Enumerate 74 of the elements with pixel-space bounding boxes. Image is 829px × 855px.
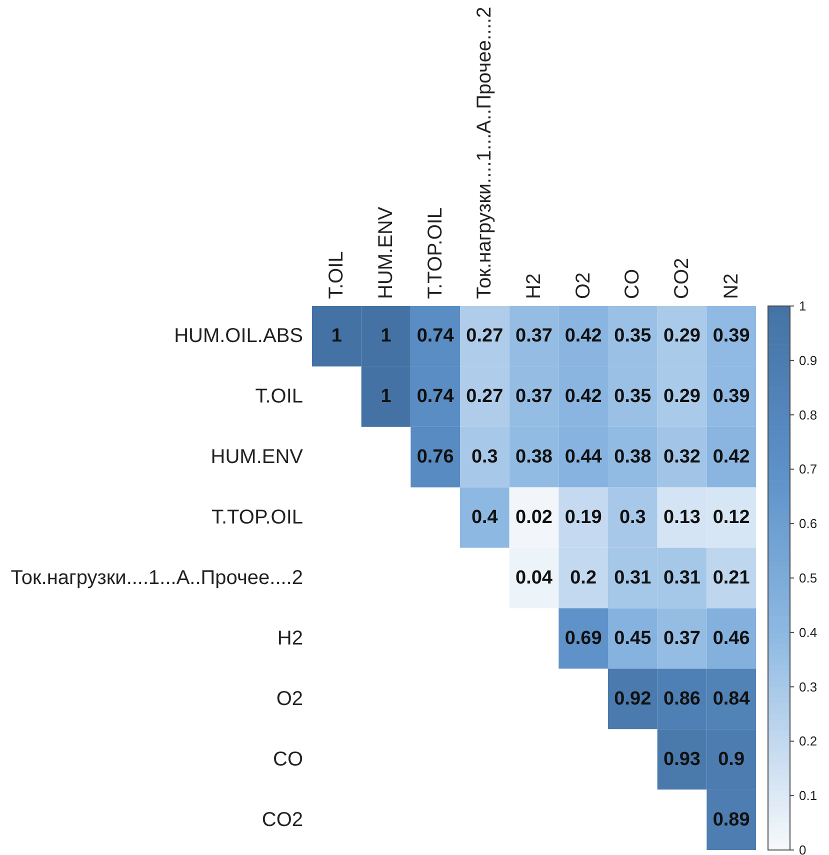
y-tick-label: CO2 xyxy=(262,808,303,831)
y-tick-label: T.TOP.OIL xyxy=(211,506,303,529)
data-label: 0.04 xyxy=(516,568,553,588)
x-tick-label: CO xyxy=(622,269,644,299)
data-label: 0.27 xyxy=(466,386,504,408)
data-label: 0.3 xyxy=(471,446,498,468)
x-tick-label: T.TOP.OIL xyxy=(424,207,446,299)
y-tick-label: HUM.OIL.ABS xyxy=(174,325,303,348)
data-label: 0.89 xyxy=(712,809,750,830)
data-label: 0.38 xyxy=(516,446,552,468)
y-tick-label: HUM.ENV xyxy=(210,446,304,468)
data-label: 0.21 xyxy=(712,568,750,588)
color-bar-label: 0.2 xyxy=(799,734,818,749)
color-bar-label: 0.8 xyxy=(799,407,818,422)
data-label: 0.27 xyxy=(466,326,504,347)
data-label: 0.84 xyxy=(712,688,750,710)
color-bar-label: 0.3 xyxy=(799,679,818,694)
color-bar-label: 0.5 xyxy=(799,570,818,586)
data-label: 0.37 xyxy=(516,326,552,347)
data-label: 0.42 xyxy=(712,446,750,468)
y-tick-label: CO xyxy=(273,748,303,770)
data-label: 0.42 xyxy=(564,326,602,347)
x-tick-label: N2 xyxy=(720,273,742,299)
color-bar-label: 0.9 xyxy=(799,352,818,368)
data-label: 0.3 xyxy=(619,507,646,528)
data-label: 0.4 xyxy=(471,507,498,528)
data-label: 0.39 xyxy=(712,326,750,347)
x-tick-label: HUM.ENV xyxy=(375,206,397,299)
data-label: 0.13 xyxy=(664,507,700,528)
data-label: 0.44 xyxy=(564,446,602,468)
data-label: 0.38 xyxy=(614,446,652,468)
color-bar-label: 0 xyxy=(799,842,806,855)
data-label: 0.19 xyxy=(564,507,602,528)
data-label: 0.31 xyxy=(614,568,652,588)
data-label: 0.35 xyxy=(614,386,652,408)
x-tick-label: H2 xyxy=(523,273,545,299)
x-tick-label: O2 xyxy=(572,272,594,299)
data-label: 0.02 xyxy=(516,507,552,528)
data-label: 0.42 xyxy=(564,386,602,408)
data-label: 0.46 xyxy=(712,628,750,649)
color-bar-label: 1 xyxy=(799,298,806,314)
color-bar-label: 0.6 xyxy=(799,516,818,532)
x-tick-label: Ток.нагрузки....1...А..Прочее....2 xyxy=(474,6,496,299)
data-label: 0.12 xyxy=(712,507,750,528)
data-label: 0.86 xyxy=(664,688,700,710)
data-label: 0.74 xyxy=(416,326,454,347)
data-label: 0.32 xyxy=(664,446,700,468)
data-label: 0.29 xyxy=(664,326,700,347)
y-tick-label: O2 xyxy=(276,688,303,710)
x-tick-label: T.OIL xyxy=(326,251,348,299)
data-label: 0.69 xyxy=(564,628,602,649)
data-label: 0.37 xyxy=(516,386,552,408)
color-bar-label: 0.7 xyxy=(799,462,818,477)
y-tick-label: T.OIL xyxy=(255,386,303,408)
y-tick-label: Ток.нагрузки....1...А..Прочее....2 xyxy=(10,567,303,589)
data-label: 0.9 xyxy=(718,748,745,770)
data-label: 0.92 xyxy=(614,688,652,710)
data-label: 0.35 xyxy=(614,326,652,347)
color-bar-label: 0.4 xyxy=(799,624,818,640)
color-bar-label: 0.1 xyxy=(799,788,818,804)
data-label: 0.76 xyxy=(416,446,454,468)
data-label: 0.39 xyxy=(712,386,750,408)
data-label: 0.45 xyxy=(614,628,652,649)
data-label: 0.37 xyxy=(664,628,700,649)
data-label: 1 xyxy=(380,326,392,347)
data-label: 1 xyxy=(331,326,342,347)
y-tick-label: H2 xyxy=(277,627,303,650)
data-label: 0.74 xyxy=(416,386,454,408)
data-label: 0.93 xyxy=(664,748,700,770)
x-tick-label: CO2 xyxy=(671,258,693,299)
data-label: 1 xyxy=(380,386,392,408)
data-label: 0.29 xyxy=(664,386,700,408)
data-label: 0.31 xyxy=(664,568,701,588)
data-label: 0.2 xyxy=(570,568,597,588)
